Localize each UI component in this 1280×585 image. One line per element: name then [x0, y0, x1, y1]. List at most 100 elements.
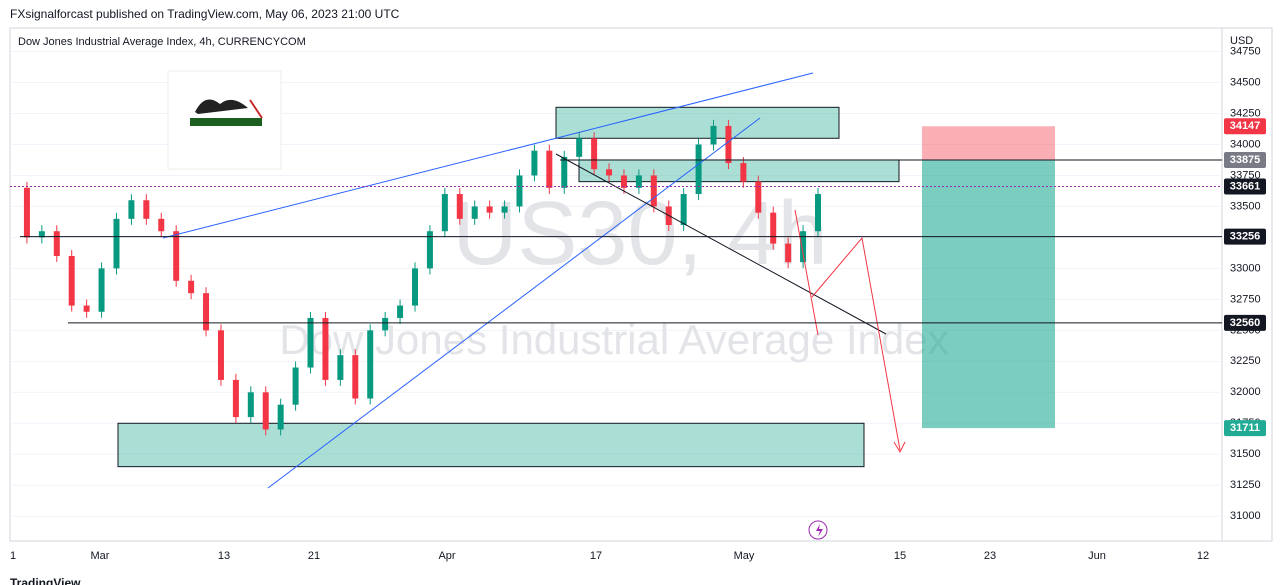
candle-body — [531, 150, 538, 176]
price-label-box — [1224, 118, 1266, 135]
candle-body — [620, 175, 627, 188]
candle-body — [337, 355, 344, 380]
candle-body — [322, 317, 329, 380]
header: FXsignalforcast published on TradingView… — [10, 7, 400, 21]
candle-body — [352, 355, 359, 399]
x-tick-label: 21 — [308, 550, 320, 562]
y-tick-label: 33750 — [1230, 169, 1261, 181]
x-tick-label: Jun — [1088, 550, 1106, 562]
candle-body — [23, 187, 30, 238]
candle-body — [68, 256, 75, 306]
candle-body — [158, 218, 165, 232]
candle-body — [382, 317, 389, 331]
y-tick-label: 34000 — [1230, 138, 1261, 150]
candle-body — [367, 330, 374, 399]
footer: TradingView — [10, 576, 81, 585]
currency: USD — [1230, 35, 1253, 47]
price-label: 33661 — [1230, 180, 1261, 192]
candle-body — [650, 175, 657, 207]
y-tick-label: 32250 — [1230, 355, 1261, 367]
candle-body — [292, 367, 299, 405]
candle-body — [800, 231, 807, 263]
x-tick-label: 17 — [590, 550, 602, 562]
target-zone — [922, 159, 1055, 429]
price-label: 31711 — [1230, 422, 1260, 434]
price-label-box — [1224, 314, 1266, 331]
logo — [167, 70, 282, 170]
candle-body — [561, 156, 568, 188]
candle-body — [203, 293, 210, 331]
watermark-subtitle: Dow Jones Industrial Average Index — [279, 316, 948, 363]
candle-body — [307, 317, 314, 368]
candle-body — [740, 163, 747, 182]
y-tick-label: 32750 — [1230, 293, 1261, 305]
candle-body — [680, 194, 687, 226]
candle-body — [113, 218, 120, 269]
candle-body — [785, 243, 792, 263]
zone — [578, 159, 900, 183]
x-tick-label: 12 — [1197, 550, 1209, 562]
candle-body — [83, 305, 90, 312]
candle-body — [815, 194, 821, 232]
price-label: 33256 — [1230, 231, 1261, 243]
x-tick-label: 23 — [984, 550, 996, 562]
price-label-box — [1224, 178, 1266, 195]
y-tick-label: 34750 — [1230, 45, 1261, 57]
candle-body — [217, 330, 224, 380]
y-tick-label: 34500 — [1230, 76, 1261, 88]
candle-body — [262, 392, 269, 430]
watermark: US30, 4h — [452, 184, 827, 284]
candle-body — [232, 379, 239, 418]
stop-zone — [922, 126, 1055, 160]
candle-body — [516, 175, 523, 207]
candle-body — [247, 392, 254, 418]
x-tick-label: 1 — [10, 550, 16, 562]
y-tick-label: 34250 — [1230, 107, 1261, 119]
candle-body — [53, 231, 60, 256]
candle-body — [38, 231, 45, 238]
candle-body — [725, 125, 732, 164]
candle-body — [128, 200, 135, 219]
chart-title: Dow Jones Industrial Average Index, 4h, … — [18, 36, 306, 48]
candle-body — [412, 268, 418, 306]
panel-border — [9, 27, 1273, 542]
price-label-box — [1224, 420, 1266, 437]
x-tick-label: 13 — [218, 550, 230, 562]
candle-body — [770, 212, 777, 244]
candle-body — [143, 200, 150, 219]
price-label-box — [1224, 228, 1266, 245]
x-tick-label: May — [734, 550, 755, 562]
y-tick-label: 31250 — [1230, 479, 1261, 491]
candle-body — [486, 206, 493, 213]
zone — [117, 422, 865, 468]
candle-body — [98, 268, 105, 312]
candle-body — [695, 144, 702, 195]
candle-body — [188, 280, 195, 294]
y-tick-label: 31000 — [1230, 510, 1261, 522]
candle-body — [546, 150, 553, 188]
price-label: 32560 — [1230, 317, 1261, 329]
candle-body — [426, 231, 433, 269]
price-label: 33875 — [1230, 154, 1261, 166]
candle-body — [755, 181, 762, 213]
candle-body — [576, 138, 583, 157]
candle-body — [173, 231, 180, 281]
drawings — [162, 72, 906, 540]
x-tick-label: Apr — [438, 550, 455, 562]
y-tick-label: 32000 — [1230, 386, 1261, 398]
y-tick-label: 31500 — [1230, 448, 1261, 460]
candle-body — [397, 305, 404, 318]
y-tick-label: 33000 — [1230, 262, 1261, 274]
candle-body — [591, 138, 598, 170]
candle-body — [635, 175, 642, 188]
y-tick-label: 33500 — [1230, 200, 1261, 212]
candle-body — [710, 125, 717, 145]
price-label: 34147 — [1230, 120, 1261, 132]
x-tick-label: 15 — [894, 550, 906, 562]
candle-body — [277, 404, 284, 430]
price-label-box — [1224, 151, 1266, 168]
candle-body — [441, 194, 448, 232]
candle-body — [501, 206, 508, 213]
